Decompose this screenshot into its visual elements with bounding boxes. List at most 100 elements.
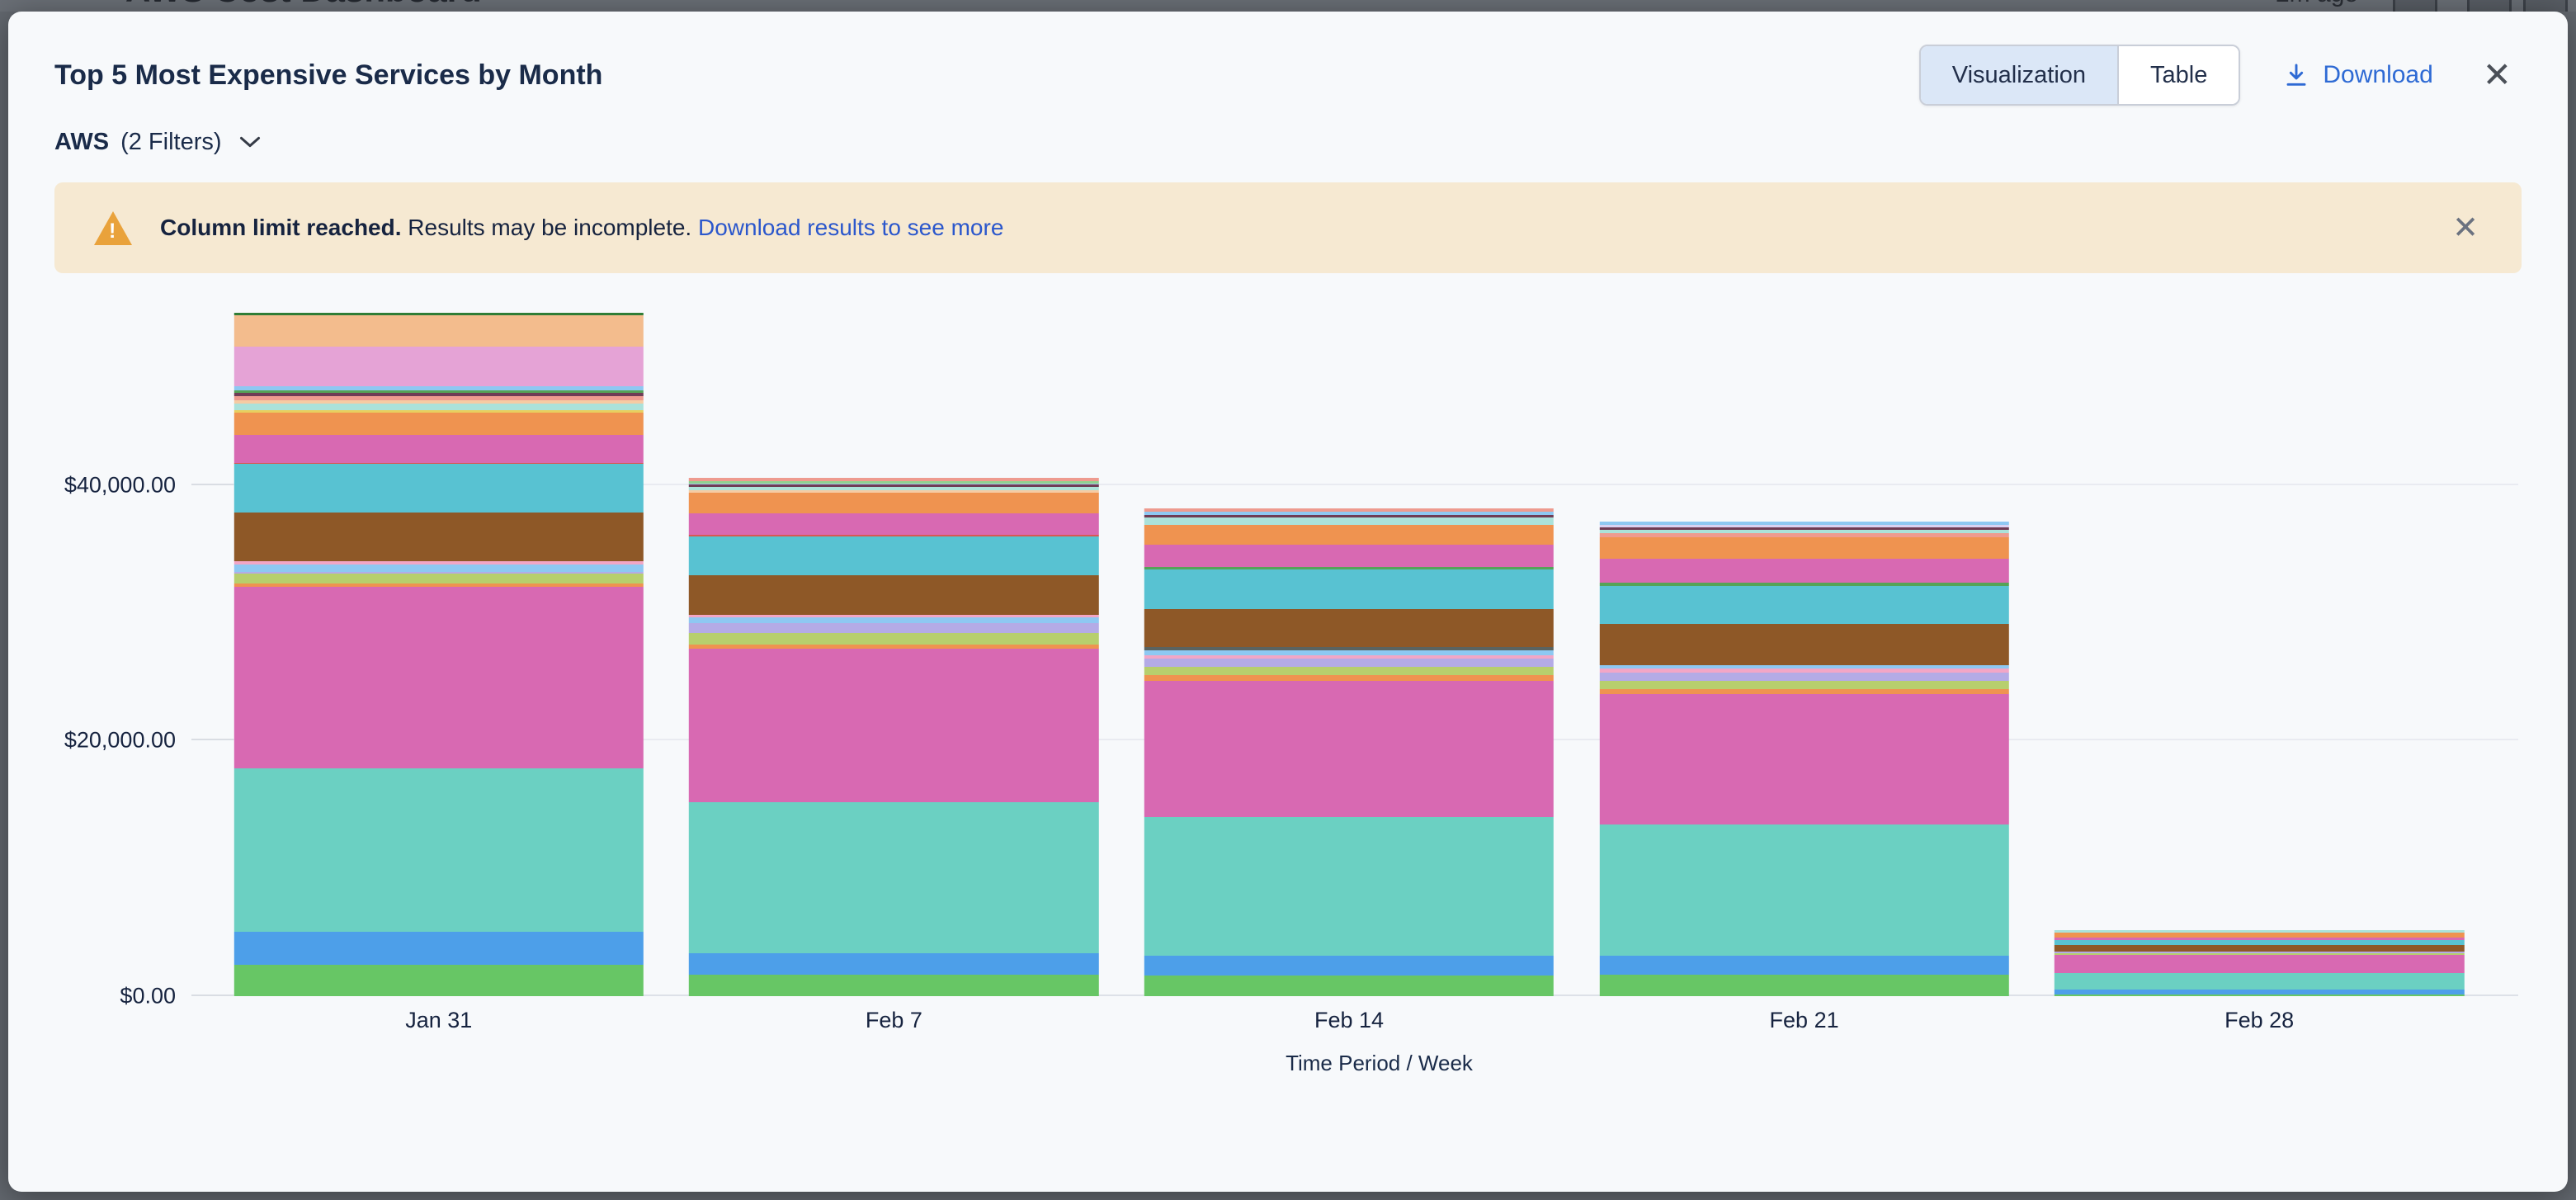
bar-slot xyxy=(211,306,667,996)
bar-segment[interactable] xyxy=(1599,694,2008,824)
bar-segment[interactable] xyxy=(1144,545,1554,567)
bar-segment[interactable] xyxy=(689,633,1098,645)
header-controls: Visualization Table Download ✕ xyxy=(1919,45,2522,106)
bar-segment[interactable] xyxy=(689,649,1098,801)
banner-text: Column limit reached. Results may be inc… xyxy=(160,215,1003,241)
bar-segment[interactable] xyxy=(1599,975,2008,996)
backdrop-icon-fragment xyxy=(2523,0,2568,12)
x-tick-label: Jan 31 xyxy=(211,1008,667,1033)
tab-table[interactable]: Table xyxy=(2117,46,2239,104)
bar-segment[interactable] xyxy=(1144,956,1554,976)
bar-segment[interactable] xyxy=(2055,994,2464,996)
bar-segment[interactable] xyxy=(234,565,644,572)
bar-segment[interactable] xyxy=(1144,681,1554,817)
backdrop-timestamp: 2m ago xyxy=(2276,0,2358,8)
bar-segment[interactable] xyxy=(689,513,1098,535)
bar-segment[interactable] xyxy=(689,493,1098,513)
chevron-down-icon xyxy=(238,135,262,154)
close-icon[interactable]: ✕ xyxy=(2476,54,2518,96)
bar-segment[interactable] xyxy=(234,932,644,965)
download-button[interactable]: Download xyxy=(2283,61,2432,89)
bar-slot xyxy=(1577,306,2032,996)
stacked-bar xyxy=(234,313,644,996)
bar-segment[interactable] xyxy=(1144,569,1554,608)
bar-segment[interactable] xyxy=(234,413,644,436)
bar-segment[interactable] xyxy=(1599,624,2008,664)
backdrop-page-strip: AWS Cost Dashboard 2m ago xyxy=(0,0,2576,12)
bar-segment[interactable] xyxy=(234,347,644,386)
x-tick-label: Feb 14 xyxy=(1121,1008,1577,1033)
chart-area: $0.00$20,000.00$40,000.00 Jan 31Feb 7Feb… xyxy=(54,273,2522,1098)
bar-segment[interactable] xyxy=(1144,609,1554,647)
y-tick-label: $20,000.00 xyxy=(64,728,176,754)
bar-segment[interactable] xyxy=(1599,537,2008,560)
y-tick-mark xyxy=(191,739,234,740)
bar-segment[interactable] xyxy=(689,623,1098,633)
bar-segment[interactable] xyxy=(234,315,644,347)
bar-segment[interactable] xyxy=(234,965,644,996)
y-tick-mark xyxy=(191,994,234,996)
tab-visualization[interactable]: Visualization xyxy=(1921,46,2117,104)
bar-segment[interactable] xyxy=(234,768,644,932)
bar-segment[interactable] xyxy=(2055,955,2464,972)
bar-segment[interactable] xyxy=(234,587,644,768)
bar-segment[interactable] xyxy=(1144,667,1554,676)
bar-segment[interactable] xyxy=(1144,976,1554,996)
stacked-bar xyxy=(689,478,1098,996)
page-title: Top 5 Most Expensive Services by Month xyxy=(54,59,602,92)
backdrop-icon-fragment xyxy=(2467,0,2512,12)
x-axis-title: Time Period / Week xyxy=(234,1051,2525,1076)
modal-header: Top 5 Most Expensive Services by Month V… xyxy=(54,45,2522,106)
bar-segment[interactable] xyxy=(689,802,1098,953)
bar-segment[interactable] xyxy=(1599,559,2008,583)
bar-slot xyxy=(1121,306,1577,996)
backdrop-page-title: AWS Cost Dashboard xyxy=(125,0,482,10)
stacked-bar xyxy=(2055,930,2464,996)
bar-segment[interactable] xyxy=(234,404,644,410)
bars xyxy=(211,306,2487,996)
bar-segment[interactable] xyxy=(1144,675,1554,681)
bar-segment[interactable] xyxy=(1599,681,2008,689)
filter-dropdown[interactable]: AWS (2 Filters) xyxy=(54,129,262,156)
y-tick-label: $40,000.00 xyxy=(64,472,176,498)
bar-segment[interactable] xyxy=(234,574,644,583)
banner-download-link[interactable]: Download results to see more xyxy=(698,215,1003,240)
x-tick-label: Feb 21 xyxy=(1577,1008,2032,1033)
bar-segment[interactable] xyxy=(1144,817,1554,956)
bar-segment[interactable] xyxy=(689,575,1098,615)
bar-segment[interactable] xyxy=(2055,973,2464,990)
bar-segment[interactable] xyxy=(1599,824,2008,956)
download-icon xyxy=(2283,62,2309,88)
bar-segment[interactable] xyxy=(1599,673,2008,681)
bar-segment[interactable] xyxy=(234,513,644,561)
x-axis-labels: Jan 31Feb 7Feb 14Feb 21Feb 28 xyxy=(211,1008,2487,1033)
y-tick-mark xyxy=(191,484,234,485)
chart-modal: Top 5 Most Expensive Services by Month V… xyxy=(8,12,2568,1192)
x-tick-label: Feb 7 xyxy=(667,1008,1122,1033)
bar-segment[interactable] xyxy=(234,435,644,462)
bar-segment[interactable] xyxy=(1144,659,1554,667)
bar-segment[interactable] xyxy=(1599,956,2008,975)
banner-close-icon[interactable]: ✕ xyxy=(2452,210,2479,247)
bar-segment[interactable] xyxy=(234,464,644,513)
view-toggle: Visualization Table xyxy=(1919,45,2241,106)
bar-segment[interactable] xyxy=(689,953,1098,975)
bar-segment[interactable] xyxy=(689,975,1098,996)
bar-segment[interactable] xyxy=(1144,525,1554,545)
bar-segment[interactable] xyxy=(689,617,1098,624)
filter-label: AWS xyxy=(54,129,109,156)
bar-segment[interactable] xyxy=(689,536,1098,575)
download-label: Download xyxy=(2323,61,2432,89)
backdrop-icon-fragment xyxy=(2393,0,2437,12)
stacked-bar xyxy=(1144,508,1554,996)
y-tick-label: $0.00 xyxy=(120,984,176,1009)
filter-detail: (2 Filters) xyxy=(120,129,221,156)
x-tick-label: Feb 28 xyxy=(2031,1008,2487,1033)
warning-icon xyxy=(94,211,132,245)
bar-segment[interactable] xyxy=(1599,586,2008,625)
plot-area: $0.00$20,000.00$40,000.00 xyxy=(234,306,2518,996)
bar-segment[interactable] xyxy=(2055,945,2464,951)
banner-title: Column limit reached. xyxy=(160,215,402,240)
bar-segment[interactable] xyxy=(1144,517,1554,525)
stacked-bar xyxy=(1599,522,2008,996)
